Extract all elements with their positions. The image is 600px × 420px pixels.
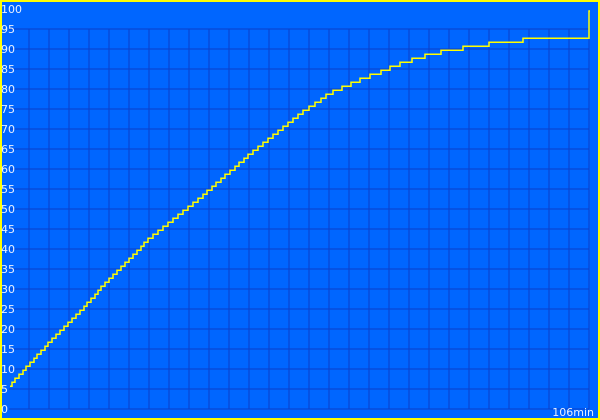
y-tick-label: 55 xyxy=(1,183,15,196)
y-tick-label: 10 xyxy=(1,363,15,376)
y-tick-label: 85 xyxy=(1,63,15,76)
y-tick-label: 60 xyxy=(1,163,15,176)
y-tick-label: 20 xyxy=(1,323,15,336)
y-axis-ticks: 0 5 10 15 20 25 30 35 40 45 50 55 60 65 70 75 80 85 90 95 10… xyxy=(1,3,22,416)
y-tick-label: 5 xyxy=(1,383,8,396)
y-tick-label: 95 xyxy=(1,23,15,36)
y-tick-label: 75 xyxy=(1,103,15,116)
grid xyxy=(9,28,590,410)
y-tick-label: 30 xyxy=(1,283,15,296)
x-axis-unit-label: 106min xyxy=(552,406,594,419)
y-tick-label: 70 xyxy=(1,123,15,136)
series-line xyxy=(10,10,590,387)
y-tick-label: 0 xyxy=(1,403,8,416)
y-tick-label: 45 xyxy=(1,223,15,236)
y-tick-label: 90 xyxy=(1,43,15,56)
y-tick-label: 35 xyxy=(1,263,15,276)
y-tick-label: 80 xyxy=(1,83,15,96)
y-tick-label: 65 xyxy=(1,143,15,156)
y-tick-label: 100 xyxy=(1,3,22,16)
y-tick-label: 40 xyxy=(1,243,15,256)
y-tick-label: 50 xyxy=(1,203,15,216)
y-tick-label: 25 xyxy=(1,303,15,316)
y-tick-label: 15 xyxy=(1,343,15,356)
